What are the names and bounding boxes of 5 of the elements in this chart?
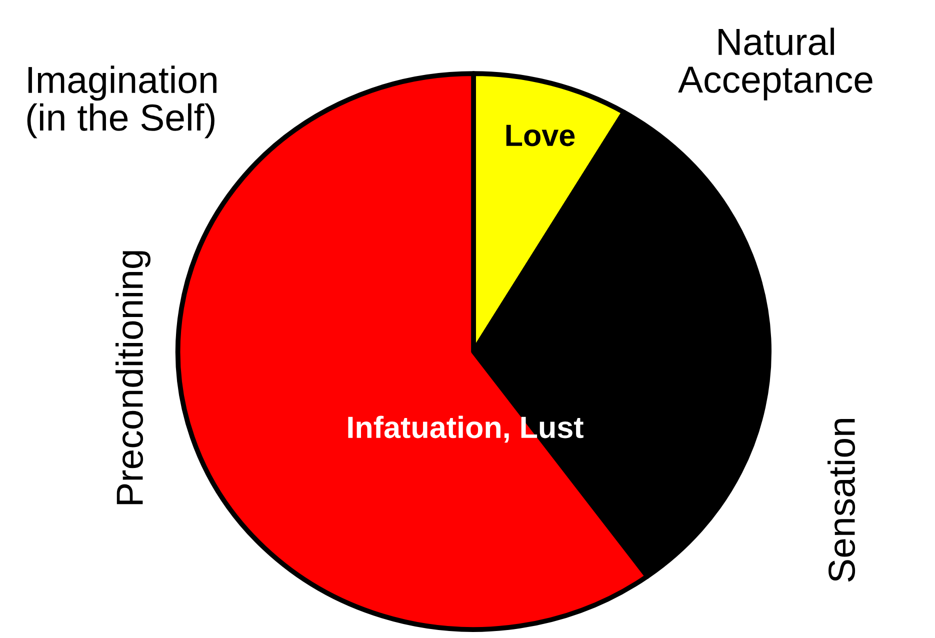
text: Natural Acceptance [678, 28, 872, 100]
text: Imagination (in the Self) [27, 66, 216, 138]
text: Sensation [828, 419, 856, 582]
slice-label: Love [506, 124, 575, 146]
text: Preconditioning [116, 251, 150, 504]
